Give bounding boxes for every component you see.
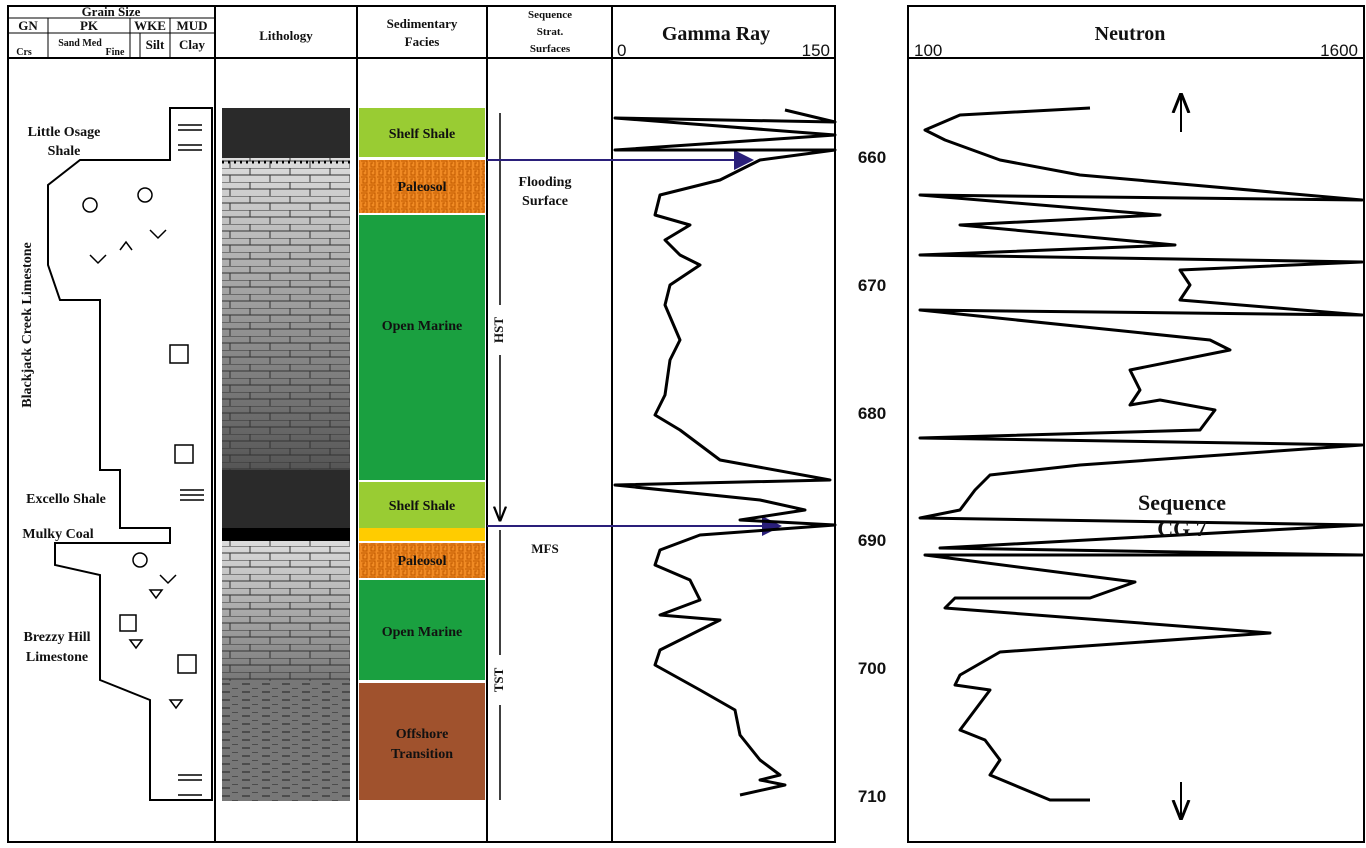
facies-header: Facies [405,34,440,49]
sequence-label: Sequence [1138,490,1226,515]
formation-label: Little Osage [28,125,101,140]
facies-header: Sedimentary [387,16,458,31]
neutron-min: 100 [914,41,942,60]
facies-label: Paleosol [398,554,447,569]
neutron-curve [920,108,1362,800]
flooding-label: Surface [522,194,568,209]
depth-label: 670 [858,276,886,295]
facies-label: Offshore [396,727,449,742]
facies-column [359,108,485,800]
page: Grain Size GN PK WKE MUD Crs Sand Med Fi… [0,0,1366,848]
depth-label: 660 [858,148,886,167]
sequence-label: CG 7 [1157,516,1207,541]
mfs-label: MFS [531,541,558,556]
grain-size-title: Grain Size [82,4,141,19]
hst-label: HST [491,317,506,343]
facies-label: Shelf Shale [389,127,456,142]
depth-label: 680 [858,404,886,423]
gamma-min: 0 [617,41,626,60]
sequence-header: Strat. [537,26,564,38]
formation-label: Shale [48,144,81,159]
facies-label: Open Marine [382,319,463,334]
formation-label: Excello Shale [26,492,106,507]
lithology-column [222,108,350,801]
class-label: PK [80,18,99,33]
formation-label: Limestone [26,650,88,665]
neutron-max: 1600 [1320,41,1358,60]
size-label: Crs [16,47,32,58]
sequence-header: Sequence [528,9,572,21]
size-label: Sand Med [58,38,102,49]
facies-label: Shelf Shale [389,499,456,514]
class-label: WKE [134,18,166,33]
formation-label: Mulky Coal [22,527,93,542]
log-diagram: Grain Size GN PK WKE MUD Crs Sand Med Fi… [0,0,1366,843]
size-label: Clay [179,37,206,52]
formation-label: Blackjack Creek Limestone [20,242,35,407]
gamma-ray-curve [615,110,835,795]
flooding-label: Flooding [519,175,572,190]
formation-label: Brezzy Hill [24,630,91,645]
facies-label: Transition [391,747,453,762]
gamma-title: Gamma Ray [662,23,770,45]
lithology-header: Lithology [259,28,313,43]
sequence-header: Surfaces [530,43,571,55]
class-label: MUD [176,18,207,33]
neutron-title: Neutron [1095,23,1166,45]
size-label: Silt [146,37,165,52]
depth-label: 700 [858,659,886,678]
class-label: GN [18,18,38,33]
tst-label: TST [491,667,506,692]
facies-label: Open Marine [382,625,463,640]
depth-label: 710 [858,787,886,806]
size-label: Fine [106,47,125,58]
grain-size-profile [48,108,212,800]
facies-label: Paleosol [398,180,447,195]
depth-label: 690 [858,531,886,550]
gamma-max: 150 [802,41,830,60]
